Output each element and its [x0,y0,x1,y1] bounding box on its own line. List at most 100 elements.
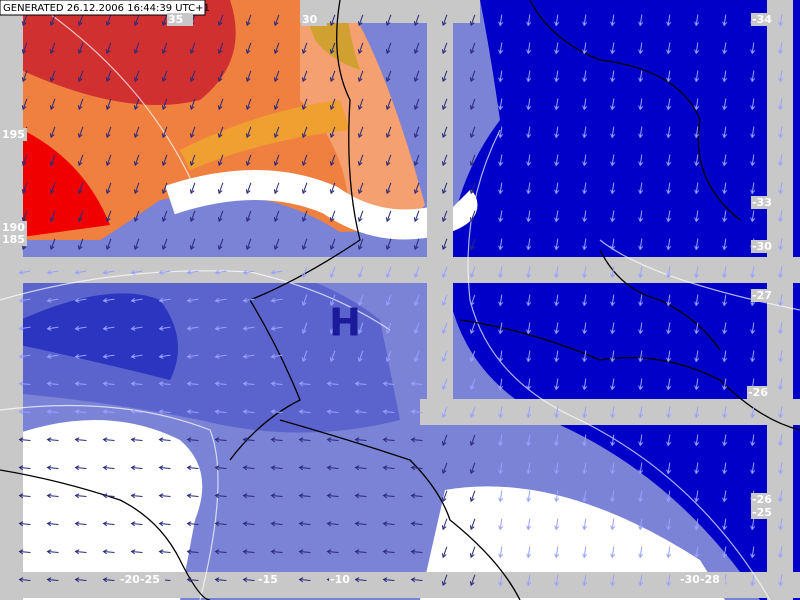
wind-arrow [386,210,392,222]
arrow-head [298,549,304,555]
arrow-head [245,161,251,167]
wind-arrow [751,154,755,166]
wind-arrow [723,266,727,278]
wind-arrow [723,98,727,110]
arrow-head [666,245,672,251]
wind-arrow [274,154,280,166]
field-white-s [420,486,725,600]
arrow-head [750,525,756,531]
wind-arrow [327,410,339,414]
arrow-head [694,49,700,55]
arrow-head [186,409,192,415]
wind-arrow [302,182,308,194]
arrow-head [270,381,276,387]
wind-arrow [162,182,168,194]
arrow-head [469,301,475,307]
arrow-head [130,409,136,415]
arrow-head [441,441,447,447]
wind-arrow [470,70,476,82]
wind-arrow [779,14,783,26]
arrow-head [102,521,108,527]
arrow-head [469,329,475,335]
arrow-head [526,497,532,503]
arrow-head [498,497,504,503]
wind-arrow [50,154,56,166]
arrow-head [638,105,644,111]
wind-arrow [499,98,503,110]
arrow-head [385,301,391,307]
wind-arrow [611,42,615,54]
wind-arrow [695,434,699,446]
field-amber [180,100,350,170]
arrow-head [21,161,27,167]
arrow-head [498,217,504,223]
arrow-head [498,273,504,279]
arrow-head [498,77,504,83]
arrow-head [638,245,644,251]
wind-arrow [162,14,168,26]
wind-arrow [442,490,448,502]
wind-arrow [555,518,559,530]
wind-arrow [246,182,252,194]
wind-arrow [243,326,255,330]
wind-arrow [358,322,364,334]
arrow-head [105,161,111,167]
wind-arrow [470,154,476,166]
wind-arrow [779,574,783,586]
wind-arrow [106,154,112,166]
arrow-head [526,189,532,195]
arrow-head [778,553,784,559]
wind-arrow [386,238,392,250]
wind-arrow [19,326,31,330]
arrow-head [158,409,164,415]
wind-arrow [330,98,336,110]
arrow-head [354,549,360,555]
wind-arrow [723,434,727,446]
arrow-head [498,105,504,111]
wind-arrow [639,378,643,390]
arrow-head [18,353,24,359]
arrow-head [357,21,363,27]
wind-arrow [555,126,559,138]
wind-arrow [190,70,196,82]
wind-arrow [639,350,643,362]
wind-arrow [695,182,699,194]
arrow-head [694,273,700,279]
wind-arrow [751,574,755,586]
wind-arrow [47,326,59,330]
arrow-head [469,133,475,139]
arrow-head [298,409,304,415]
arrow-head [133,49,139,55]
wind-arrow [358,42,364,54]
arrow-head [49,245,55,251]
wind-arrow [355,550,367,554]
arrow-head [722,329,728,335]
wind-arrow [330,126,336,138]
wind-arrow [134,70,140,82]
wind-arrow [330,70,336,82]
arrow-head [694,161,700,167]
wind-arrow [583,266,587,278]
arrow-head [329,245,335,251]
arrow-head [722,553,728,559]
wind-arrow [499,322,503,334]
arrow-head [357,329,363,335]
wind-arrow [411,578,423,582]
wind-arrow [215,354,227,358]
arrow-head [105,105,111,111]
arrow-head [410,465,416,471]
wind-arrow [383,466,395,470]
label-bg [1,128,27,141]
wind-arrow [215,382,227,386]
arrow-head [329,217,335,223]
arrow-head [441,497,447,503]
wind-arrow [414,238,420,250]
arrow-head [441,581,447,587]
arrow-head [382,493,388,499]
arrow-head [413,273,419,279]
arrow-head [610,413,616,419]
arrow-head [554,133,560,139]
wind-arrow [414,322,420,334]
wind-arrow [19,298,31,302]
arrow-head [469,553,475,559]
